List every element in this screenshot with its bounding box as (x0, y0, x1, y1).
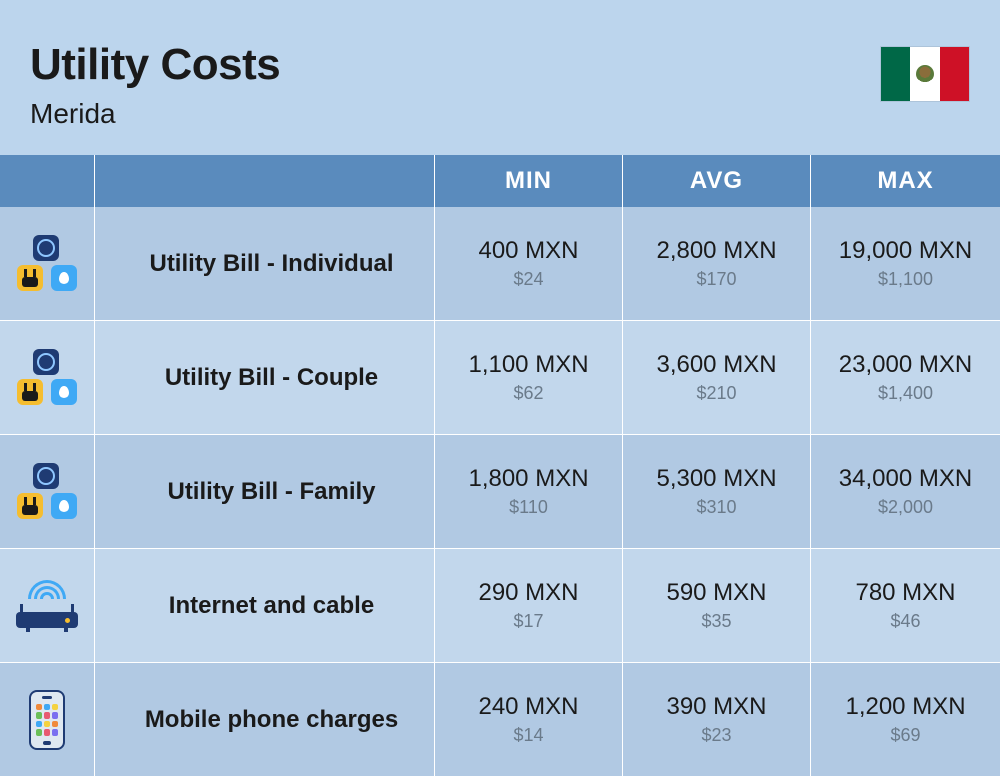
row-label: Utility Bill - Couple (95, 321, 435, 435)
table-row: Utility Bill - Family 1,800 MXN $110 5,3… (0, 435, 1000, 549)
min-cell: 400 MXN $24 (435, 207, 623, 321)
utility-icon (17, 463, 77, 521)
min-mxn: 240 MXN (478, 693, 578, 721)
max-usd: $69 (890, 725, 920, 746)
router-icon (16, 580, 78, 632)
row-label: Utility Bill - Individual (95, 207, 435, 321)
column-header-min: MIN (435, 155, 623, 207)
utility-icon (17, 349, 77, 407)
column-header-icon (0, 155, 95, 207)
avg-cell: 390 MXN $23 (623, 663, 811, 777)
min-cell: 290 MXN $17 (435, 549, 623, 663)
phone-icon (29, 690, 65, 750)
min-cell: 1,800 MXN $110 (435, 435, 623, 549)
max-mxn: 23,000 MXN (839, 351, 972, 379)
max-mxn: 1,200 MXN (845, 693, 965, 721)
cost-table: MIN AVG MAX Utility Bill - Individual 40… (0, 155, 1000, 777)
avg-usd: $35 (701, 611, 731, 632)
min-usd: $17 (513, 611, 543, 632)
max-cell: 1,200 MXN $69 (811, 663, 1000, 777)
avg-mxn: 3,600 MXN (656, 351, 776, 379)
min-usd: $24 (513, 269, 543, 290)
column-header-avg: AVG (623, 155, 811, 207)
min-mxn: 1,100 MXN (468, 351, 588, 379)
row-label: Utility Bill - Family (95, 435, 435, 549)
utility-icon (17, 235, 77, 293)
row-label: Mobile phone charges (95, 663, 435, 777)
row-icon-cell (0, 321, 95, 435)
avg-usd: $23 (701, 725, 731, 746)
table-row: Utility Bill - Couple 1,100 MXN $62 3,60… (0, 321, 1000, 435)
row-label: Internet and cable (95, 549, 435, 663)
table-row: Internet and cable 290 MXN $17 590 MXN $… (0, 549, 1000, 663)
min-usd: $14 (513, 725, 543, 746)
table-row: Utility Bill - Individual 400 MXN $24 2,… (0, 207, 1000, 321)
table-row: Mobile phone charges 240 MXN $14 390 MXN… (0, 663, 1000, 777)
min-cell: 240 MXN $14 (435, 663, 623, 777)
row-icon-cell (0, 435, 95, 549)
max-mxn: 34,000 MXN (839, 465, 972, 493)
max-mxn: 780 MXN (855, 579, 955, 607)
max-usd: $2,000 (878, 497, 933, 518)
avg-cell: 5,300 MXN $310 (623, 435, 811, 549)
title-block: Utility Costs Merida (30, 40, 280, 130)
min-mxn: 400 MXN (478, 237, 578, 265)
max-cell: 23,000 MXN $1,400 (811, 321, 1000, 435)
max-usd: $1,400 (878, 383, 933, 404)
max-mxn: 19,000 MXN (839, 237, 972, 265)
row-icon-cell (0, 663, 95, 777)
max-cell: 34,000 MXN $2,000 (811, 435, 1000, 549)
mexico-flag-icon (880, 46, 970, 102)
max-usd: $46 (890, 611, 920, 632)
min-cell: 1,100 MXN $62 (435, 321, 623, 435)
avg-cell: 3,600 MXN $210 (623, 321, 811, 435)
row-icon-cell (0, 549, 95, 663)
max-usd: $1,100 (878, 269, 933, 290)
avg-cell: 2,800 MXN $170 (623, 207, 811, 321)
avg-usd: $170 (696, 269, 736, 290)
page-title: Utility Costs (30, 40, 280, 90)
avg-mxn: 5,300 MXN (656, 465, 776, 493)
min-usd: $110 (509, 497, 548, 518)
avg-usd: $210 (696, 383, 736, 404)
min-mxn: 1,800 MXN (468, 465, 588, 493)
column-header-label (95, 155, 435, 207)
page-subtitle: Merida (30, 98, 280, 130)
row-icon-cell (0, 207, 95, 321)
min-mxn: 290 MXN (478, 579, 578, 607)
table-header-row: MIN AVG MAX (0, 155, 1000, 207)
avg-cell: 590 MXN $35 (623, 549, 811, 663)
avg-mxn: 590 MXN (666, 579, 766, 607)
max-cell: 780 MXN $46 (811, 549, 1000, 663)
avg-usd: $310 (696, 497, 736, 518)
min-usd: $62 (513, 383, 543, 404)
avg-mxn: 2,800 MXN (656, 237, 776, 265)
avg-mxn: 390 MXN (666, 693, 766, 721)
max-cell: 19,000 MXN $1,100 (811, 207, 1000, 321)
header: Utility Costs Merida (0, 0, 1000, 155)
column-header-max: MAX (811, 155, 1000, 207)
